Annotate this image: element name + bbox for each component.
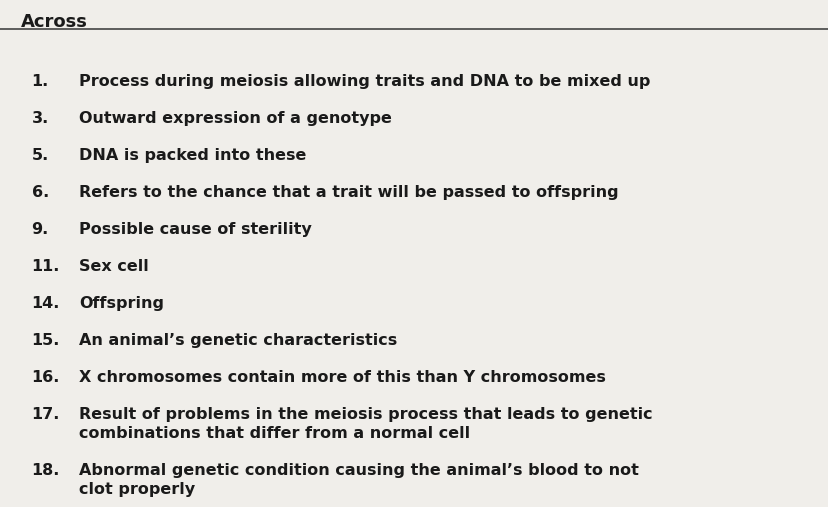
Text: combinations that differ from a normal cell: combinations that differ from a normal c… — [79, 426, 469, 441]
Text: 1.: 1. — [31, 74, 49, 89]
Text: Refers to the chance that a trait will be passed to offspring: Refers to the chance that a trait will b… — [79, 185, 618, 200]
Text: An animal’s genetic characteristics: An animal’s genetic characteristics — [79, 333, 397, 348]
Text: 9.: 9. — [31, 222, 49, 237]
Text: 18.: 18. — [31, 463, 60, 478]
Text: Process during meiosis allowing traits and DNA to be mixed up: Process during meiosis allowing traits a… — [79, 74, 649, 89]
Text: 17.: 17. — [31, 407, 60, 422]
Text: 5.: 5. — [31, 148, 49, 163]
Text: Outward expression of a genotype: Outward expression of a genotype — [79, 111, 391, 126]
Text: 15.: 15. — [31, 333, 60, 348]
Text: 3.: 3. — [31, 111, 49, 126]
Text: Offspring: Offspring — [79, 296, 164, 311]
Text: Result of problems in the meiosis process that leads to genetic: Result of problems in the meiosis proces… — [79, 407, 652, 422]
Text: clot properly: clot properly — [79, 482, 195, 497]
Text: Possible cause of sterility: Possible cause of sterility — [79, 222, 311, 237]
Text: 16.: 16. — [31, 370, 60, 385]
Text: 14.: 14. — [31, 296, 60, 311]
Text: 6.: 6. — [31, 185, 49, 200]
Text: 11.: 11. — [31, 259, 60, 274]
Text: Abnormal genetic condition causing the animal’s blood to not: Abnormal genetic condition causing the a… — [79, 463, 638, 478]
Text: DNA is packed into these: DNA is packed into these — [79, 148, 306, 163]
Text: Across: Across — [21, 13, 88, 31]
Text: X chromosomes contain more of this than Y chromosomes: X chromosomes contain more of this than … — [79, 370, 605, 385]
Text: Sex cell: Sex cell — [79, 259, 148, 274]
